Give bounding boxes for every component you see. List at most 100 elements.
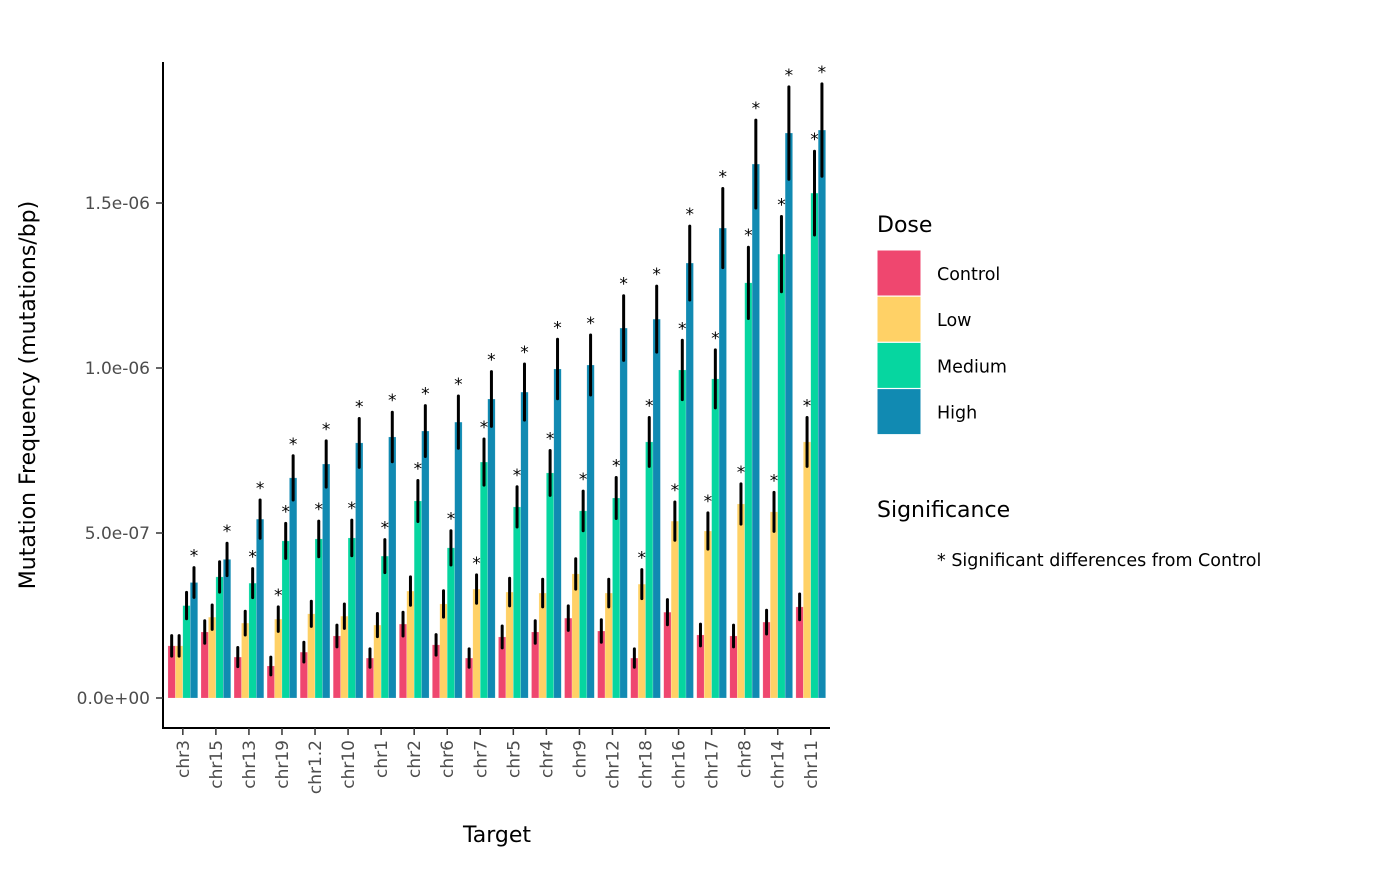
x-tick-label-chr9: chr9 bbox=[570, 740, 590, 778]
bar-medium-chr18 bbox=[645, 441, 654, 699]
bar-low-chr4 bbox=[538, 592, 547, 699]
significance-star-low-chr19: * bbox=[274, 586, 283, 606]
bar-medium-chr8 bbox=[744, 282, 753, 699]
x-tick-label-chr8: chr8 bbox=[736, 740, 756, 778]
bar-medium-chr1.2 bbox=[314, 538, 323, 699]
bar-high-chr7 bbox=[487, 398, 496, 699]
bar-medium-chr12 bbox=[612, 497, 621, 699]
x-tick-label-chr1.2: chr1.2 bbox=[306, 740, 326, 794]
significance-star-high-chr7: * bbox=[487, 351, 496, 371]
significance-star-medium-chr6: * bbox=[447, 510, 456, 530]
x-tick-label-chr10: chr10 bbox=[339, 740, 359, 789]
bar-high-chr11 bbox=[817, 129, 826, 699]
bar-medium-chr10 bbox=[347, 537, 356, 699]
bar-high-chr6 bbox=[454, 421, 463, 699]
x-tick-label-chr5: chr5 bbox=[504, 740, 524, 778]
significance-star-medium-chr13: * bbox=[248, 548, 257, 568]
significance-star-high-chr10: * bbox=[355, 397, 364, 417]
bar-medium-chr9 bbox=[579, 510, 588, 699]
significance-stars-layer: * * * * * * * * * * * * * * * * * * * * * * * * * * * * * * * * * * * * * * * *… bbox=[190, 63, 826, 606]
x-tick-label-chr15: chr15 bbox=[207, 740, 227, 789]
y-tick-label: 5.0e-07 bbox=[85, 524, 150, 544]
significance-star-medium-chr14: * bbox=[777, 196, 786, 216]
bar-medium-chr5 bbox=[513, 506, 522, 699]
significance-star-medium-chr1.2: * bbox=[314, 500, 323, 520]
bar-high-chr16 bbox=[685, 262, 694, 699]
bar-high-chr3 bbox=[190, 582, 198, 699]
significance-star-medium-chr17: * bbox=[711, 329, 720, 349]
significance-star-high-chr3: * bbox=[190, 547, 199, 567]
significance-star-high-chr9: * bbox=[586, 314, 595, 334]
bar-low-chr9 bbox=[571, 573, 580, 699]
significance-star-medium-chr16: * bbox=[678, 319, 687, 339]
bar-low-chr18 bbox=[637, 583, 646, 699]
bar-high-chr15 bbox=[223, 559, 232, 699]
legend-label-low: Low bbox=[937, 311, 971, 331]
significance-star-high-chr1: * bbox=[388, 391, 397, 411]
bar-low-chr5 bbox=[505, 591, 514, 699]
legend-key-control bbox=[876, 249, 922, 297]
x-tick-label-chr18: chr18 bbox=[637, 740, 657, 789]
y-tick-label: 0.0e+00 bbox=[77, 689, 150, 709]
significance-star-high-chr14: * bbox=[785, 66, 794, 86]
x-tick-label-chr17: chr17 bbox=[703, 740, 723, 789]
significance-star-high-chr4: * bbox=[553, 318, 562, 338]
bar-high-chr14 bbox=[784, 132, 793, 699]
x-tick-label-chr1: chr1 bbox=[372, 740, 392, 778]
significance-star-high-chr5: * bbox=[520, 343, 529, 363]
legend: Dose Control Low Medium High Significance *… bbox=[876, 213, 1261, 571]
x-tick-label-chr4: chr4 bbox=[537, 740, 557, 778]
x-tick-label-chr7: chr7 bbox=[471, 740, 491, 778]
y-tick-label: 1.5e-06 bbox=[85, 194, 150, 214]
significance-star-high-chr11: * bbox=[818, 63, 827, 83]
significance-star-low-chr7: * bbox=[472, 554, 481, 574]
significance-star-high-chr18: * bbox=[652, 265, 661, 285]
significance-star-high-chr12: * bbox=[619, 275, 628, 295]
significance-star-high-chr1.2: * bbox=[322, 420, 331, 440]
legend-label-control: Control bbox=[937, 265, 1000, 285]
bar-high-chr17 bbox=[718, 227, 727, 699]
significance-star-medium-chr18: * bbox=[645, 397, 654, 417]
significance-legend-title: Significance bbox=[877, 498, 1010, 523]
bar-high-chr12 bbox=[619, 327, 628, 699]
bar-high-chr4 bbox=[553, 368, 562, 699]
x-tick-label-chr11: chr11 bbox=[802, 740, 822, 789]
bar-high-chr10 bbox=[355, 442, 364, 699]
significance-star-medium-chr7: * bbox=[480, 418, 489, 438]
legend-key-medium bbox=[876, 341, 922, 389]
bar-low-chr11 bbox=[803, 441, 812, 699]
x-axis-title: Target bbox=[462, 823, 531, 848]
significance-star-low-chr14: * bbox=[770, 471, 779, 491]
bar-medium-chr6 bbox=[446, 547, 455, 699]
x-tick-label-chr6: chr6 bbox=[438, 740, 458, 778]
significance-star-low-chr11: * bbox=[803, 397, 812, 417]
significance-star-medium-chr1: * bbox=[381, 519, 390, 539]
bar-medium-chr4 bbox=[546, 472, 555, 699]
bar-high-chr2 bbox=[421, 430, 430, 699]
significance-legend-text: * Significant differences from Control bbox=[937, 551, 1261, 571]
significance-star-medium-chr11: * bbox=[810, 130, 819, 150]
bar-medium-chr16 bbox=[678, 369, 687, 699]
legend-label-high: High bbox=[937, 404, 977, 424]
bar-medium-chr19 bbox=[281, 540, 290, 699]
y-ticks: 0.0e+00 5.0e-07 1.0e-06 1.5e-06 bbox=[77, 194, 163, 709]
significance-star-high-chr6: * bbox=[454, 375, 463, 395]
bar-high-chr18 bbox=[652, 318, 661, 699]
bar-low-chr17 bbox=[703, 530, 712, 699]
significance-star-high-chr2: * bbox=[421, 385, 430, 405]
significance-star-low-chr18: * bbox=[638, 549, 647, 569]
bars-layer bbox=[167, 129, 826, 699]
significance-star-high-chr17: * bbox=[719, 167, 728, 187]
bar-high-chr13 bbox=[256, 518, 265, 699]
bar-medium-chr17 bbox=[711, 378, 720, 699]
significance-star-high-chr8: * bbox=[752, 99, 761, 119]
bar-low-chr7 bbox=[472, 588, 481, 699]
bar-low-chr12 bbox=[604, 592, 613, 699]
bar-high-chr19 bbox=[289, 477, 298, 699]
significance-star-medium-chr9: * bbox=[579, 470, 588, 490]
y-axis-title: Mutation Frequency (mutations/bp) bbox=[16, 201, 41, 589]
significance-star-high-chr19: * bbox=[289, 435, 298, 455]
significance-star-high-chr16: * bbox=[685, 205, 694, 225]
significance-star-medium-chr4: * bbox=[546, 430, 555, 450]
